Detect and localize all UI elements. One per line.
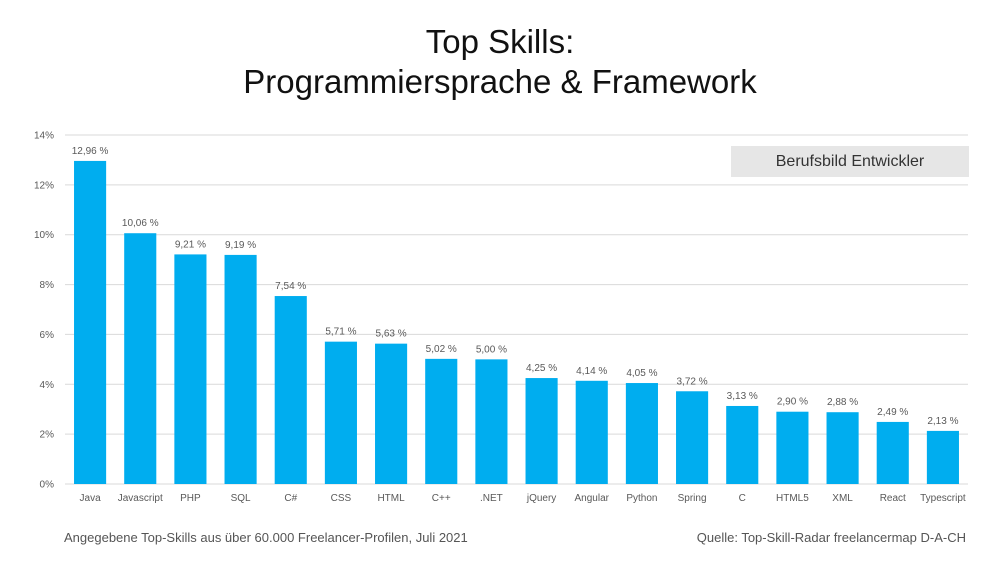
data-label: 10,06 % xyxy=(122,218,159,229)
y-tick-label: 6% xyxy=(40,330,55,341)
x-tick-label: Spring xyxy=(678,493,707,504)
x-tick-label: jQuery xyxy=(526,493,556,504)
bar xyxy=(575,380,608,484)
footer-source: Quelle: Top-Skill-Radar freelancermap D-… xyxy=(696,530,966,545)
x-tick-label: React xyxy=(880,493,906,504)
bar xyxy=(876,421,909,484)
role-badge: Berufsbild Entwickler xyxy=(731,146,969,177)
bars xyxy=(74,160,959,484)
data-label: 9,19 % xyxy=(225,240,256,251)
bar xyxy=(274,296,307,484)
bar xyxy=(826,412,859,484)
bar xyxy=(425,358,458,484)
x-tick-label: C++ xyxy=(432,493,451,504)
x-tick-label: SQL xyxy=(231,493,251,504)
x-tick-label: CSS xyxy=(331,493,352,504)
gridlines xyxy=(65,134,968,485)
x-tick-label: .NET xyxy=(480,493,503,504)
y-tick-label: 14% xyxy=(34,131,54,142)
bar xyxy=(676,391,709,484)
data-label: 4,25 % xyxy=(526,363,557,374)
data-label: 4,05 % xyxy=(626,368,657,379)
data-label: 5,02 % xyxy=(426,344,457,355)
x-tick-label: HTML xyxy=(377,493,405,504)
y-tick-label: 4% xyxy=(40,380,55,391)
y-tick-label: 2% xyxy=(40,430,55,441)
bar xyxy=(475,359,508,484)
chart-title-line-1: Top Skills: xyxy=(425,23,575,60)
data-label: 7,54 % xyxy=(275,281,306,292)
role-badge-label: Berufsbild Entwickler xyxy=(775,152,925,170)
bar xyxy=(375,343,408,484)
data-label: 3,72 % xyxy=(677,376,708,387)
bar xyxy=(776,411,809,484)
data-label: 2,88 % xyxy=(827,397,858,408)
value-labels: 12,96 % 10,06 % 9,21 % 9,19 % 7,54 % 5,71 % 5,… xyxy=(72,146,959,427)
y-tick-label: 0% xyxy=(40,480,55,491)
bar xyxy=(74,160,107,484)
data-label: 2,90 % xyxy=(777,397,808,408)
footer-note: Angegebene Top-Skills aus über 60.000 Fr… xyxy=(64,530,468,545)
x-tick-label: C# xyxy=(284,493,297,504)
chart-title: Top Skills: Programmiersprache & Framewo… xyxy=(0,22,1000,102)
x-tick-label: Angular xyxy=(575,493,610,504)
x-tick-label: HTML5 xyxy=(776,493,809,504)
y-axis-ticks: 0% 2% 4% 6% 8% 10% 12% 14% xyxy=(34,131,54,491)
bar xyxy=(174,254,207,484)
data-label: 5,71 % xyxy=(325,327,356,338)
x-tick-label: XML xyxy=(832,493,853,504)
bar xyxy=(726,405,759,484)
y-tick-label: 8% xyxy=(40,280,55,291)
x-tick-label: Python xyxy=(626,493,657,504)
x-tick-label: Java xyxy=(80,493,102,504)
bar xyxy=(625,383,658,484)
chart-title-line-2: Programmiersprache & Framework xyxy=(243,63,757,100)
y-tick-label: 10% xyxy=(34,230,54,241)
data-label: 5,63 % xyxy=(376,329,407,340)
bar xyxy=(224,254,257,484)
bar xyxy=(124,233,157,484)
data-label: 9,21 % xyxy=(175,239,206,250)
bar xyxy=(525,378,558,484)
data-label: 5,00 % xyxy=(476,344,507,355)
data-label: 2,13 % xyxy=(927,416,958,427)
data-label: 3,13 % xyxy=(727,391,758,402)
data-label: 4,14 % xyxy=(576,366,607,377)
bar xyxy=(926,430,959,484)
data-label: 12,96 % xyxy=(72,146,109,157)
x-tick-label: PHP xyxy=(180,493,201,504)
y-tick-label: 12% xyxy=(34,180,54,191)
x-tick-label: C xyxy=(739,493,746,504)
x-tick-label: Javascript xyxy=(118,493,163,504)
x-tick-label: Typescript xyxy=(920,493,966,504)
data-label: 2,49 % xyxy=(877,407,908,418)
x-axis-ticks: Java Javascript PHP SQL C# CSS HTML C++ .NET jQue… xyxy=(80,493,966,504)
bar xyxy=(324,341,357,484)
